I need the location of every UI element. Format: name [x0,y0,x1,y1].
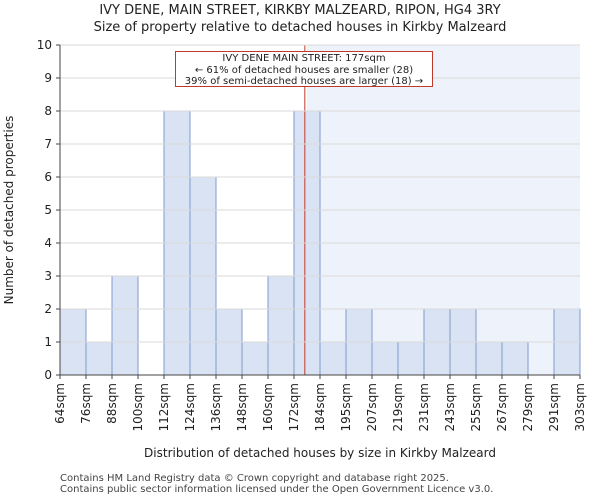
y-tick-label: 10 [37,38,52,52]
histogram-bar [319,341,347,376]
x-tick-label: 64sqm [53,383,67,424]
y-tick-label: 3 [44,269,52,283]
histogram-bar [111,275,139,376]
histogram-bar [85,341,113,376]
histogram-bar [267,275,295,376]
annotation-line-2: ← 61% of detached houses are smaller (28… [194,64,414,76]
histogram-bar [501,341,529,376]
x-tick-label: 148sqm [235,383,249,431]
x-tick-label: 112sqm [157,383,171,431]
annotation-line-1: IVY DENE MAIN STREET: 177sqm [222,53,386,64]
x-axis-label: Distribution of detached houses by size … [144,446,496,460]
x-tick-label: 172sqm [287,383,301,431]
chart-title: IVY DENE, MAIN STREET, KIRKBY MALZEARD, … [99,3,501,18]
x-tick-label: 243sqm [443,383,457,431]
x-tick-label: 88sqm [105,383,119,424]
y-tick-label: 6 [44,170,52,184]
y-tick-label: 9 [44,71,52,85]
footer-line-1: Contains HM Land Registry data © Crown c… [60,473,449,484]
y-tick-label: 5 [44,203,52,217]
x-tick-label: 76sqm [79,383,93,424]
x-tick-label: 207sqm [365,383,379,431]
x-tick-label: 195sqm [339,383,353,431]
property-annotation-box: IVY DENE MAIN STREET: 177sqm ← 61% of de… [175,51,433,87]
x-tick-label: 160sqm [261,383,275,431]
footer-line-2: Contains public sector information licen… [60,484,494,495]
x-tick-label: 267sqm [495,383,509,431]
x-tick-label: 100sqm [131,383,145,431]
histogram-bar [241,341,269,376]
x-tick-label: 136sqm [209,383,223,431]
y-axis-label: Number of detached properties [2,116,16,305]
x-tick-label: 184sqm [313,383,327,431]
y-tick-label: 8 [44,104,52,118]
x-tick-label: 219sqm [391,383,405,431]
x-tick-label: 291sqm [547,383,561,431]
x-tick-label: 303sqm [573,383,587,431]
chart-subtitle: Size of property relative to detached ho… [93,20,507,35]
y-tick-label: 4 [44,236,52,250]
histogram-bar [397,341,425,376]
y-tick-label: 7 [44,137,52,151]
x-tick-label: 231sqm [417,383,431,431]
y-tick-label: 0 [44,368,52,382]
x-tick-label: 124sqm [183,383,197,431]
histogram-bar [475,341,503,376]
histogram-bar [371,341,399,376]
y-tick-label: 1 [44,335,52,349]
x-tick-label: 255sqm [469,383,483,431]
annotation-line-3: 39% of semi-detached houses are larger (… [184,76,424,87]
x-tick-label: 279sqm [521,383,535,431]
y-tick-label: 2 [44,302,52,316]
